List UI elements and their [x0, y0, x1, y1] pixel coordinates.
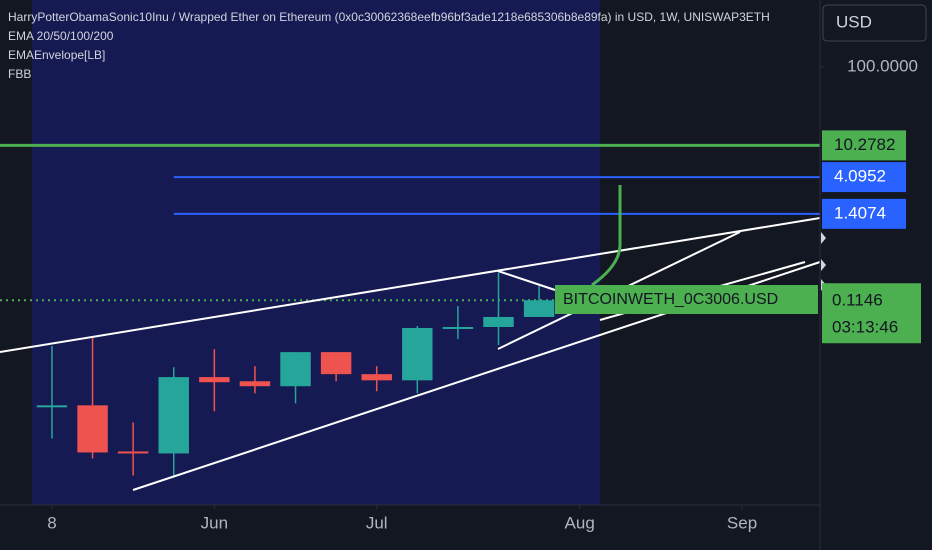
- axes: 100.0000 8 Jun Jul Aug Sep 10.2782 4.0952 1.4074…: [47, 57, 921, 532]
- price-level-tag: [822, 130, 906, 161]
- candle-body: [158, 377, 189, 454]
- annotation-arrow: [591, 185, 622, 287]
- candle-body: [402, 327, 433, 381]
- date-range-highlight: [32, 0, 600, 505]
- price-level-label: 10.2782: [834, 135, 895, 154]
- candle-body: [117, 451, 149, 454]
- indicator: EMA 20/50/100/200: [8, 29, 114, 43]
- price-level-tag: [822, 198, 906, 229]
- indicator: FBB: [8, 67, 31, 81]
- x-tick-label: Jul: [366, 513, 388, 532]
- legend: HarryPotterObamaSonic10Inu / Wrapped Eth…: [8, 10, 770, 81]
- countdown: 03:13:46: [832, 318, 898, 337]
- trend-line: [497, 270, 556, 291]
- candle-body: [77, 405, 108, 453]
- x-tick-label: Aug: [565, 513, 595, 532]
- currency-label[interactable]: USD: [836, 12, 872, 31]
- annotation-text: BITCOINWETH_0C3006.USD: [563, 291, 778, 308]
- annotation-box: [555, 285, 818, 314]
- candle-body: [199, 377, 230, 383]
- price-level-label: 1.4074: [834, 203, 886, 222]
- last-price-tag: [822, 283, 921, 344]
- x-tick-label: Jun: [201, 513, 228, 532]
- last-price-label: 0.1146: [832, 291, 883, 310]
- candle-body: [361, 374, 392, 381]
- trend-line: [0, 217, 821, 353]
- y-tick-label: 100.0000: [847, 57, 918, 76]
- currency-button[interactable]: [822, 4, 927, 42]
- candle-body: [320, 352, 352, 375]
- price-level-label: 4.0952: [834, 167, 886, 186]
- chart-title: HarryPotterObamaSonic10Inu / Wrapped Eth…: [8, 10, 770, 24]
- x-tick-label: Sep: [727, 513, 757, 532]
- indicator: EMAEnvelope[LB]: [8, 48, 105, 62]
- candle-body: [523, 300, 555, 317]
- candles: [36, 272, 555, 478]
- price-level-tag: [822, 162, 906, 193]
- levels: [0, 143, 820, 302]
- x-tick-label: 8: [47, 513, 56, 532]
- arrow: [821, 259, 826, 271]
- arrow: [821, 232, 826, 244]
- candle-body: [36, 405, 68, 408]
- candle-body: [442, 326, 474, 329]
- candle-body: [239, 381, 271, 387]
- candle-body: [280, 352, 311, 387]
- candle-body: [483, 316, 514, 327]
